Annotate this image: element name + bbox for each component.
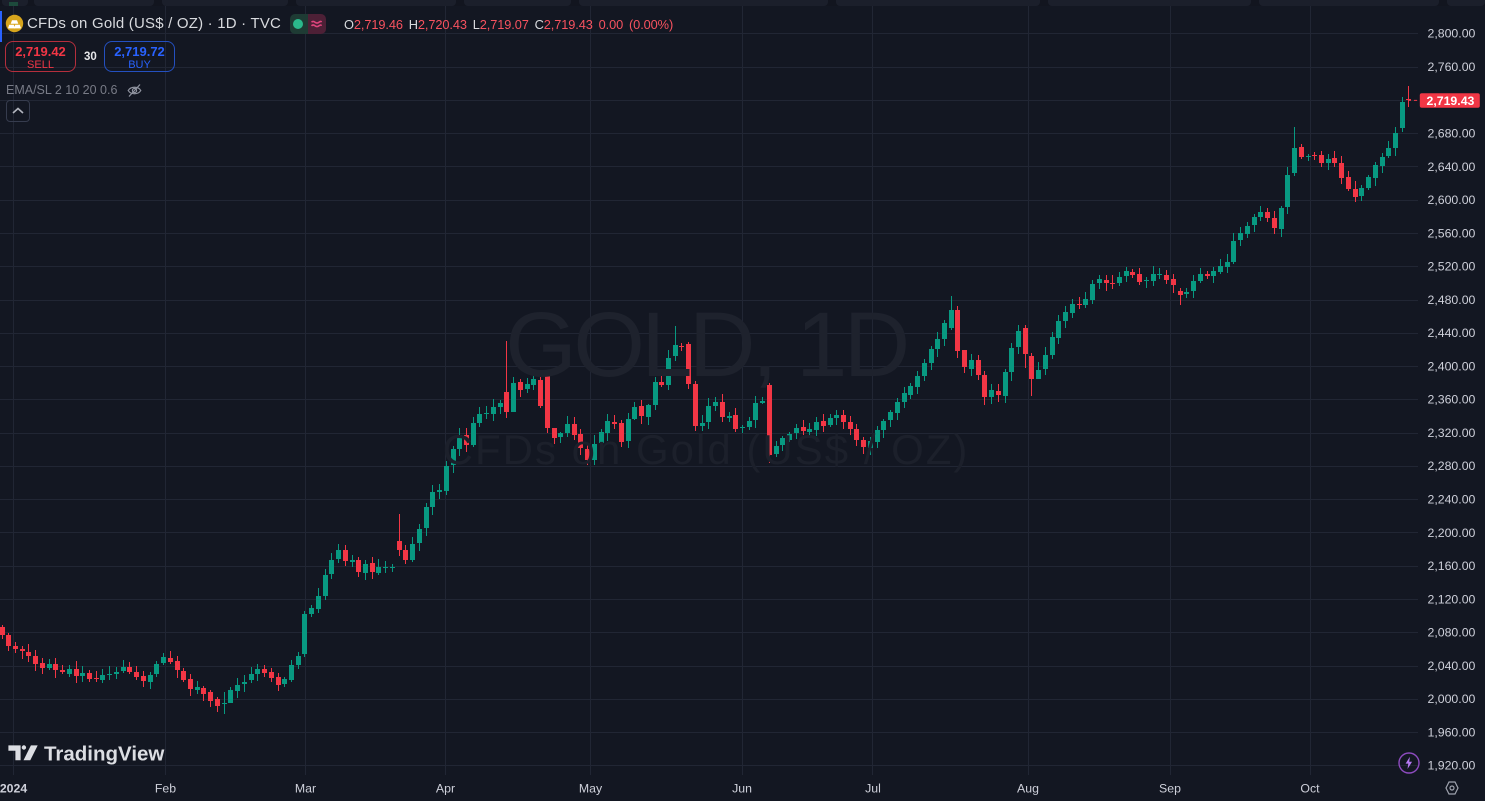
svg-text:2,160.00: 2,160.00 xyxy=(1428,559,1476,573)
svg-text:Apr: Apr xyxy=(436,782,455,796)
svg-text:TradingView: TradingView xyxy=(44,743,164,765)
svg-text:2,400.00: 2,400.00 xyxy=(1428,359,1476,373)
svg-text:1,920.00: 1,920.00 xyxy=(1428,759,1476,773)
svg-text:2,520.00: 2,520.00 xyxy=(1428,260,1476,274)
svg-text:2,120.00: 2,120.00 xyxy=(1428,592,1476,606)
svg-text:2,480.00: 2,480.00 xyxy=(1428,293,1476,307)
svg-text:2,640.00: 2,640.00 xyxy=(1428,160,1476,174)
svg-text:2,240.00: 2,240.00 xyxy=(1428,493,1476,507)
svg-text:2024: 2024 xyxy=(0,782,27,796)
svg-text:Jul: Jul xyxy=(865,782,881,796)
svg-text:Oct: Oct xyxy=(1300,782,1320,796)
svg-text:May: May xyxy=(579,782,603,796)
svg-text:2,719.43: 2,719.43 xyxy=(1427,94,1475,108)
svg-text:2,080.00: 2,080.00 xyxy=(1428,626,1476,640)
svg-text:2,600.00: 2,600.00 xyxy=(1428,193,1476,207)
svg-text:2,560.00: 2,560.00 xyxy=(1428,226,1476,240)
svg-text:2,800.00: 2,800.00 xyxy=(1428,27,1476,41)
svg-text:2,280.00: 2,280.00 xyxy=(1428,459,1476,473)
svg-text:Jun: Jun xyxy=(732,782,752,796)
svg-text:Aug: Aug xyxy=(1017,782,1039,796)
svg-text:1,960.00: 1,960.00 xyxy=(1428,725,1476,739)
svg-text:Mar: Mar xyxy=(295,782,316,796)
svg-text:2,320.00: 2,320.00 xyxy=(1428,426,1476,440)
svg-text:2,760.00: 2,760.00 xyxy=(1428,60,1476,74)
svg-text:2,200.00: 2,200.00 xyxy=(1428,526,1476,540)
svg-text:Feb: Feb xyxy=(155,782,176,796)
svg-text:2,680.00: 2,680.00 xyxy=(1428,127,1476,141)
svg-text:2,440.00: 2,440.00 xyxy=(1428,326,1476,340)
svg-text:2,000.00: 2,000.00 xyxy=(1428,692,1476,706)
svg-text:2,360.00: 2,360.00 xyxy=(1428,393,1476,407)
svg-text:Sep: Sep xyxy=(1159,782,1181,796)
svg-text:2,040.00: 2,040.00 xyxy=(1428,659,1476,673)
